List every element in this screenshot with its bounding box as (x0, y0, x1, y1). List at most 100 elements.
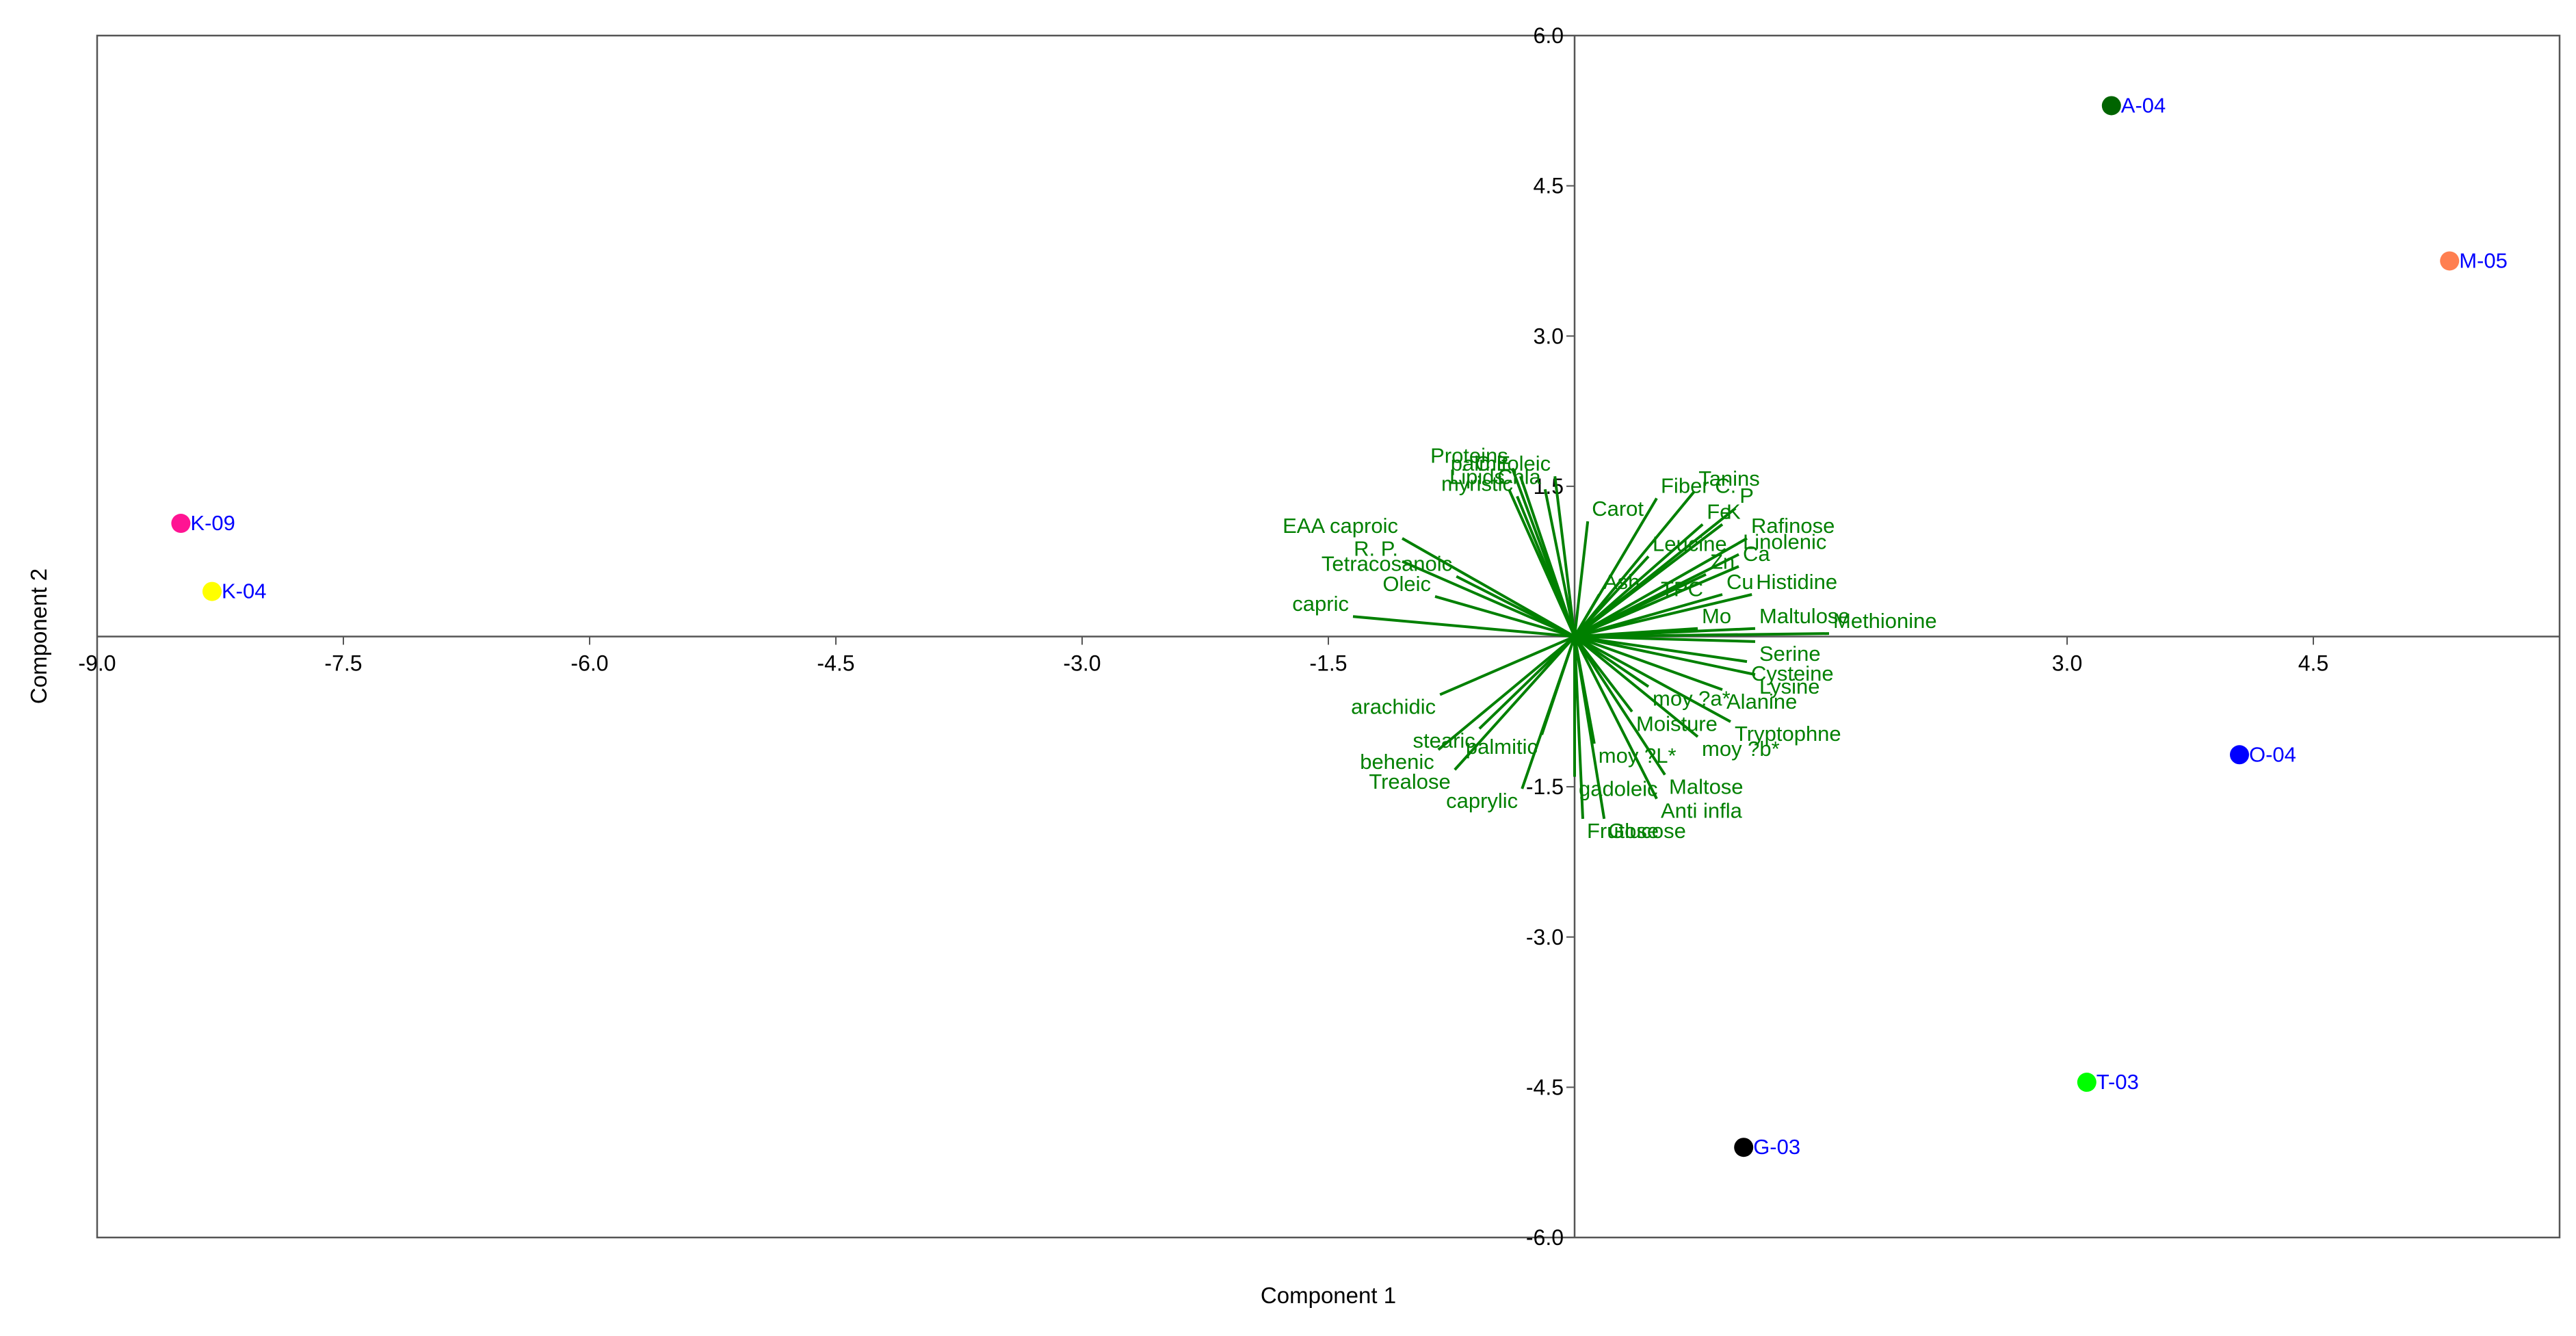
loading-vector (1573, 523, 1724, 638)
axes: -9.0 -7.5 -6.0 -4.5 -3.0 -1.5 3.0 4.5 6.0 4.5 3.0 1… (78, 23, 2560, 1250)
loading-vector (1573, 593, 1601, 638)
loading-vector (1574, 635, 1731, 723)
loading-vector (1574, 635, 1723, 691)
x-tick-label: -1.5 (1309, 651, 1347, 676)
data-point (171, 514, 191, 534)
loading-label: Linolenic (1743, 529, 1826, 553)
loading-vector (1573, 636, 1666, 776)
y-axis-title: Component 2 (26, 568, 51, 704)
loading-label: Tryptophne (1735, 722, 1841, 746)
point-label: K-04 (222, 579, 266, 603)
loading-label: Histidine (1756, 570, 1837, 594)
data-point (2077, 1073, 2097, 1092)
loading-label: EAA caproic (1283, 514, 1398, 538)
loading-label: Chla (1497, 464, 1542, 488)
loading-label: Mo (1702, 604, 1731, 628)
loading-vector (1573, 636, 1584, 820)
point-label: O-04 (2249, 742, 2296, 766)
loading-label: Proteins (1430, 444, 1508, 468)
loading-vector (1439, 635, 1575, 696)
point-label: K-09 (190, 511, 235, 535)
loading-vector (1574, 635, 1756, 643)
loading-label: Lysine (1759, 674, 1819, 698)
y-tick-label: -6.0 (1526, 1225, 1564, 1250)
loading-label: Ash (1603, 570, 1640, 594)
loading-vector (1574, 537, 1748, 638)
data-point (2440, 251, 2460, 271)
loading-vector (1402, 537, 1575, 638)
y-tick-label: -3.0 (1526, 925, 1564, 949)
point-label: T-03 (2097, 1070, 2139, 1094)
loading-label: K (1726, 500, 1741, 524)
data-point (202, 581, 222, 601)
loading-label: Oleic (1382, 572, 1431, 596)
loading-label: TPC (1661, 577, 1703, 601)
y-tick-label: 3.0 (1534, 324, 1564, 348)
loading-label: moy ?L* (1599, 744, 1677, 768)
x-tick-label: 3.0 (2052, 651, 2082, 676)
loading-vector (1516, 495, 1576, 638)
data-point (1734, 1138, 1754, 1157)
loading-label: myristic (1441, 472, 1513, 496)
loading-label: Tanins (1698, 467, 1760, 490)
loading-vector (1574, 593, 1723, 638)
loading-vector (1573, 636, 1658, 800)
loading-vector (1574, 635, 1748, 664)
loading-label: Frutose (1587, 819, 1659, 843)
loading-label: palmitoleic (1451, 451, 1551, 475)
loading-label: Alanine (1726, 690, 1797, 713)
x-tick-label: -7.5 (324, 651, 362, 676)
loading-label: C.E. (1475, 451, 1516, 475)
loading-label: Zn (1710, 550, 1735, 574)
loading-vector (1402, 560, 1575, 638)
y-tick-label: -4.5 (1526, 1075, 1564, 1099)
y-tick-label: 1.5 (1534, 474, 1564, 499)
loading-vector (1573, 635, 1699, 738)
loading-vector (1573, 521, 1590, 637)
loading-vector (1573, 490, 1696, 638)
loading-label: stearic (1412, 729, 1475, 752)
point-label: M-05 (2459, 248, 2508, 272)
loading-label: Leucine (1653, 532, 1727, 555)
x-tick-label: -3.0 (1063, 651, 1101, 676)
loading-label: Serine (1759, 642, 1821, 666)
loading-label: Maltose (1669, 775, 1744, 799)
loading-label: moy ?b* (1702, 737, 1780, 761)
loading-vector (1434, 595, 1575, 638)
loading-vector (1352, 615, 1575, 638)
loading-vector (1437, 635, 1576, 751)
x-tick-label: -4.5 (817, 651, 854, 676)
loading-label: moy ?a* (1653, 687, 1731, 711)
loading-label: Cu (1726, 570, 1754, 594)
loading-label: R. P. (1354, 537, 1398, 561)
loading-label: Anti infla (1661, 799, 1743, 823)
loading-label: Carot (1592, 497, 1644, 521)
x-tick-label: 4.5 (2298, 651, 2328, 676)
loading-vectors: ProteinsC.E.palmitoleicLipidsChlamyristi… (1283, 444, 1937, 843)
data-point (2101, 96, 2121, 116)
point-label: G-03 (1753, 1135, 1800, 1159)
loading-label: Tetracosanoic (1322, 552, 1452, 576)
loading-vector (1456, 575, 1575, 638)
loading-label: Methionine (1833, 609, 1937, 633)
loading-vector (1478, 636, 1576, 730)
loading-label: Trealose (1369, 770, 1450, 794)
loading-label: capric (1292, 592, 1349, 616)
loading-label: Maltulose (1759, 604, 1850, 628)
loading-vector (1574, 635, 1756, 677)
loading-vector (1574, 600, 1657, 638)
loading-vector (1573, 555, 1650, 638)
loading-label: Ca (1743, 542, 1770, 566)
y-tick-label: -1.5 (1526, 774, 1564, 799)
loading-label: gadoleic (1579, 776, 1657, 800)
loading-label: Lipids (1449, 464, 1505, 488)
loading-vector (1574, 632, 1830, 638)
loading-label: caprylic (1446, 789, 1518, 813)
loading-label: palmitic (1466, 735, 1538, 759)
y-tick-label: 4.5 (1534, 174, 1564, 198)
loading-label: arachidic (1351, 694, 1436, 718)
sample-points: A-04 M-05 K-09 K-04 O-04 T-03 G-03 (171, 93, 2508, 1159)
loading-vector (1521, 636, 1576, 789)
